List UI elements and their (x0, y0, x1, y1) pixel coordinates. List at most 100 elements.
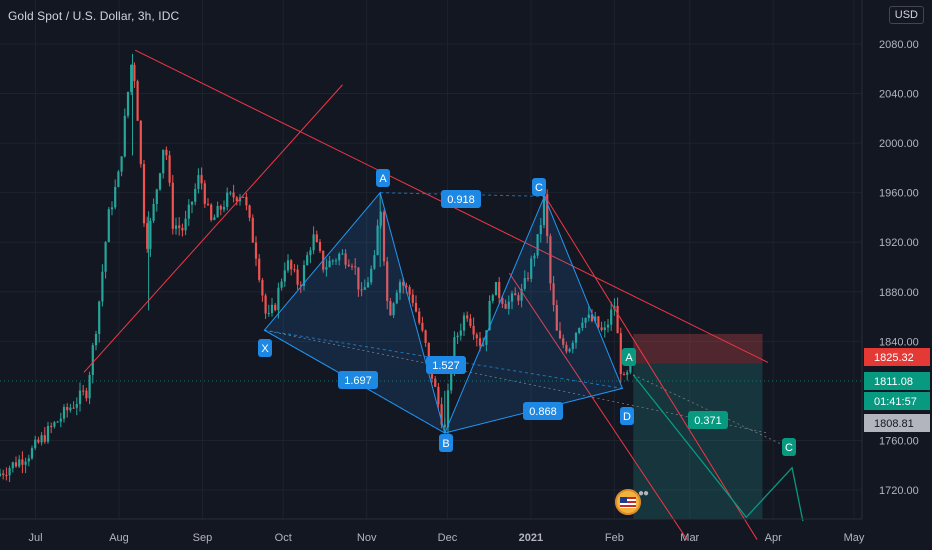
ratio-label[interactable]: 0.868 (523, 402, 563, 420)
currency-button[interactable]: USD (888, 6, 924, 24)
candle-body (622, 374, 626, 376)
candle-body (197, 175, 200, 190)
ratio-label[interactable]: 1.527 (426, 356, 466, 374)
projection-a-label[interactable]: A (622, 348, 636, 366)
candle-body (158, 173, 162, 190)
candle-body (178, 225, 181, 228)
candle-body (558, 330, 562, 339)
price-tick-label: 1920.00 (879, 237, 919, 249)
time-axis[interactable]: Jul Aug Sep Oct Nov Dec 2021 Feb Mar Apr May (0, 518, 865, 544)
point-d-label-text: D (623, 411, 631, 423)
time-tick-label: Sep (193, 532, 213, 544)
candle-body (235, 197, 238, 202)
candle-body (616, 305, 619, 334)
candle-body (562, 338, 565, 345)
candle-body (165, 149, 168, 156)
level-price-tag: 1808.81 (874, 418, 914, 430)
candle-body (318, 241, 322, 251)
point-b-label[interactable]: B (439, 434, 453, 452)
candle-body (133, 64, 136, 82)
candle-body (181, 227, 184, 231)
candle-body (8, 468, 11, 476)
projection-c-label[interactable]: C (782, 438, 796, 456)
candle-body (357, 267, 360, 290)
candle-body (110, 207, 114, 210)
candle-body (72, 407, 75, 409)
candle-body (171, 182, 174, 229)
candle-body (555, 305, 558, 331)
candle-body (11, 462, 14, 469)
candle-body (184, 218, 187, 231)
candle-body (610, 309, 613, 325)
take-profit-zone (633, 363, 763, 519)
stop-loss-zone (633, 333, 763, 364)
candle-body (590, 314, 594, 322)
candle-body (142, 164, 146, 224)
us-flag-event-icon[interactable] (615, 489, 641, 515)
pattern-labels[interactable]: X A B C D A C 0.918 1.697 1.527 0.868 0.371 (258, 169, 796, 456)
candle-body (411, 294, 414, 303)
price-tick-label: 1840.00 (879, 336, 919, 348)
candle-body (14, 462, 18, 467)
candle-body (350, 266, 354, 268)
candle-body (286, 260, 290, 271)
candle-body (459, 330, 462, 336)
price-tick-label: 1960.00 (879, 188, 919, 200)
ratio-label-text: 1.697 (344, 375, 372, 387)
point-c-label[interactable]: C (532, 178, 546, 196)
candle-body (325, 267, 328, 270)
candle-body (510, 293, 514, 302)
price-axis[interactable]: 2080.00 2040.00 2000.00 1960.00 1920.00 1880.… (861, 0, 932, 550)
candle-body (293, 269, 296, 271)
candle-body (50, 426, 53, 428)
candle-body (43, 435, 46, 442)
candle-body (136, 81, 139, 121)
candle-body (264, 295, 267, 314)
point-a-label-text: A (379, 173, 387, 185)
candle-body (414, 302, 418, 312)
point-a-label[interactable]: A (376, 169, 390, 187)
candle-body (427, 342, 430, 357)
candle-body (248, 205, 251, 218)
ratio-label-text: 0.868 (529, 406, 557, 418)
candle-body (75, 404, 78, 408)
candle-body (338, 254, 341, 261)
candle-body (373, 255, 376, 269)
price-tick-label: 1760.00 (879, 435, 919, 447)
point-d-label[interactable]: D (620, 407, 634, 425)
candle-body (552, 283, 555, 306)
countdown-tag-bg (864, 392, 930, 410)
candle-body (494, 281, 498, 296)
candle-body (62, 407, 66, 419)
candle-body (504, 303, 507, 309)
more-events-icon[interactable]: ●● (638, 488, 649, 499)
candle-body (251, 217, 254, 243)
point-x-label-text: X (261, 343, 269, 355)
ratio-label[interactable]: 0.918 (441, 190, 481, 208)
candle-body (507, 301, 510, 309)
candle-body (526, 278, 530, 280)
ratio-label-bg (426, 356, 466, 374)
candle-body (296, 269, 299, 285)
ratio-label[interactable]: 1.697 (338, 371, 378, 389)
projection-ratio-label[interactable]: 0.371 (688, 411, 728, 429)
candle-body (584, 318, 587, 323)
point-x-label[interactable]: X (258, 339, 272, 357)
candle-body (421, 322, 424, 331)
point-c-label-text: C (535, 182, 543, 194)
candle-body (69, 407, 72, 411)
xab-triangle[interactable] (263, 191, 446, 435)
point-x-label-bg (258, 339, 272, 357)
ascending-trendline (83, 84, 343, 373)
time-tick-label: Aug (109, 532, 129, 544)
ratio-label-bg (338, 371, 378, 389)
bcd-triangle[interactable] (443, 195, 624, 434)
candle-body (418, 311, 421, 323)
projection-c-label-text: C (785, 442, 793, 454)
candle-body (123, 115, 126, 157)
candle-body (290, 260, 293, 270)
candle-body (488, 300, 491, 331)
candle-body (53, 422, 56, 427)
candle-body (568, 349, 571, 352)
